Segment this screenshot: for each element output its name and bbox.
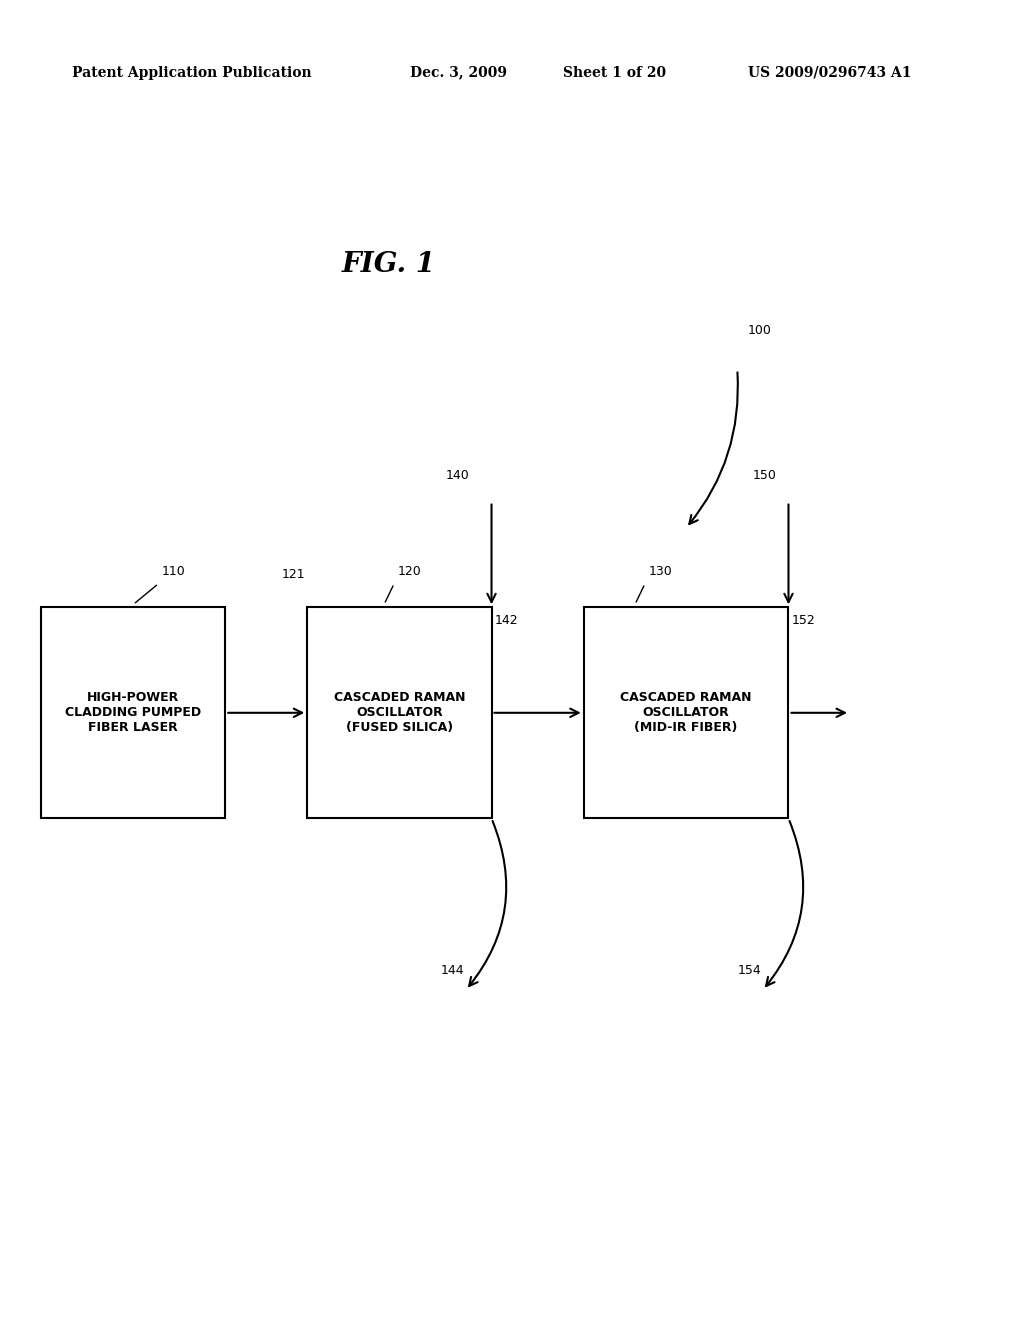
Text: CASCADED RAMAN
OSCILLATOR
(MID-IR FIBER): CASCADED RAMAN OSCILLATOR (MID-IR FIBER)	[621, 692, 752, 734]
Text: 152: 152	[792, 614, 815, 627]
Text: 121: 121	[282, 568, 305, 581]
Text: CASCADED RAMAN
OSCILLATOR
(FUSED SILICA): CASCADED RAMAN OSCILLATOR (FUSED SILICA)	[334, 692, 465, 734]
Text: 130: 130	[648, 565, 672, 578]
FancyArrowPatch shape	[469, 821, 506, 986]
Text: 150: 150	[753, 469, 776, 482]
Text: Dec. 3, 2009: Dec. 3, 2009	[410, 66, 507, 79]
Text: FIG. 1: FIG. 1	[342, 251, 436, 277]
Text: 120: 120	[397, 565, 421, 578]
Text: 110: 110	[162, 565, 185, 578]
Text: 142: 142	[495, 614, 518, 627]
FancyArrowPatch shape	[689, 372, 738, 524]
Text: 144: 144	[440, 964, 464, 977]
Text: 100: 100	[748, 323, 771, 337]
FancyBboxPatch shape	[41, 607, 225, 818]
FancyArrowPatch shape	[766, 821, 803, 986]
FancyBboxPatch shape	[584, 607, 788, 818]
Text: Sheet 1 of 20: Sheet 1 of 20	[563, 66, 667, 79]
Text: HIGH-POWER
CLADDING PUMPED
FIBER LASER: HIGH-POWER CLADDING PUMPED FIBER LASER	[66, 692, 201, 734]
Text: 140: 140	[445, 469, 469, 482]
Text: 154: 154	[737, 964, 761, 977]
Text: US 2009/0296743 A1: US 2009/0296743 A1	[748, 66, 911, 79]
FancyBboxPatch shape	[307, 607, 492, 818]
Text: Patent Application Publication: Patent Application Publication	[72, 66, 311, 79]
